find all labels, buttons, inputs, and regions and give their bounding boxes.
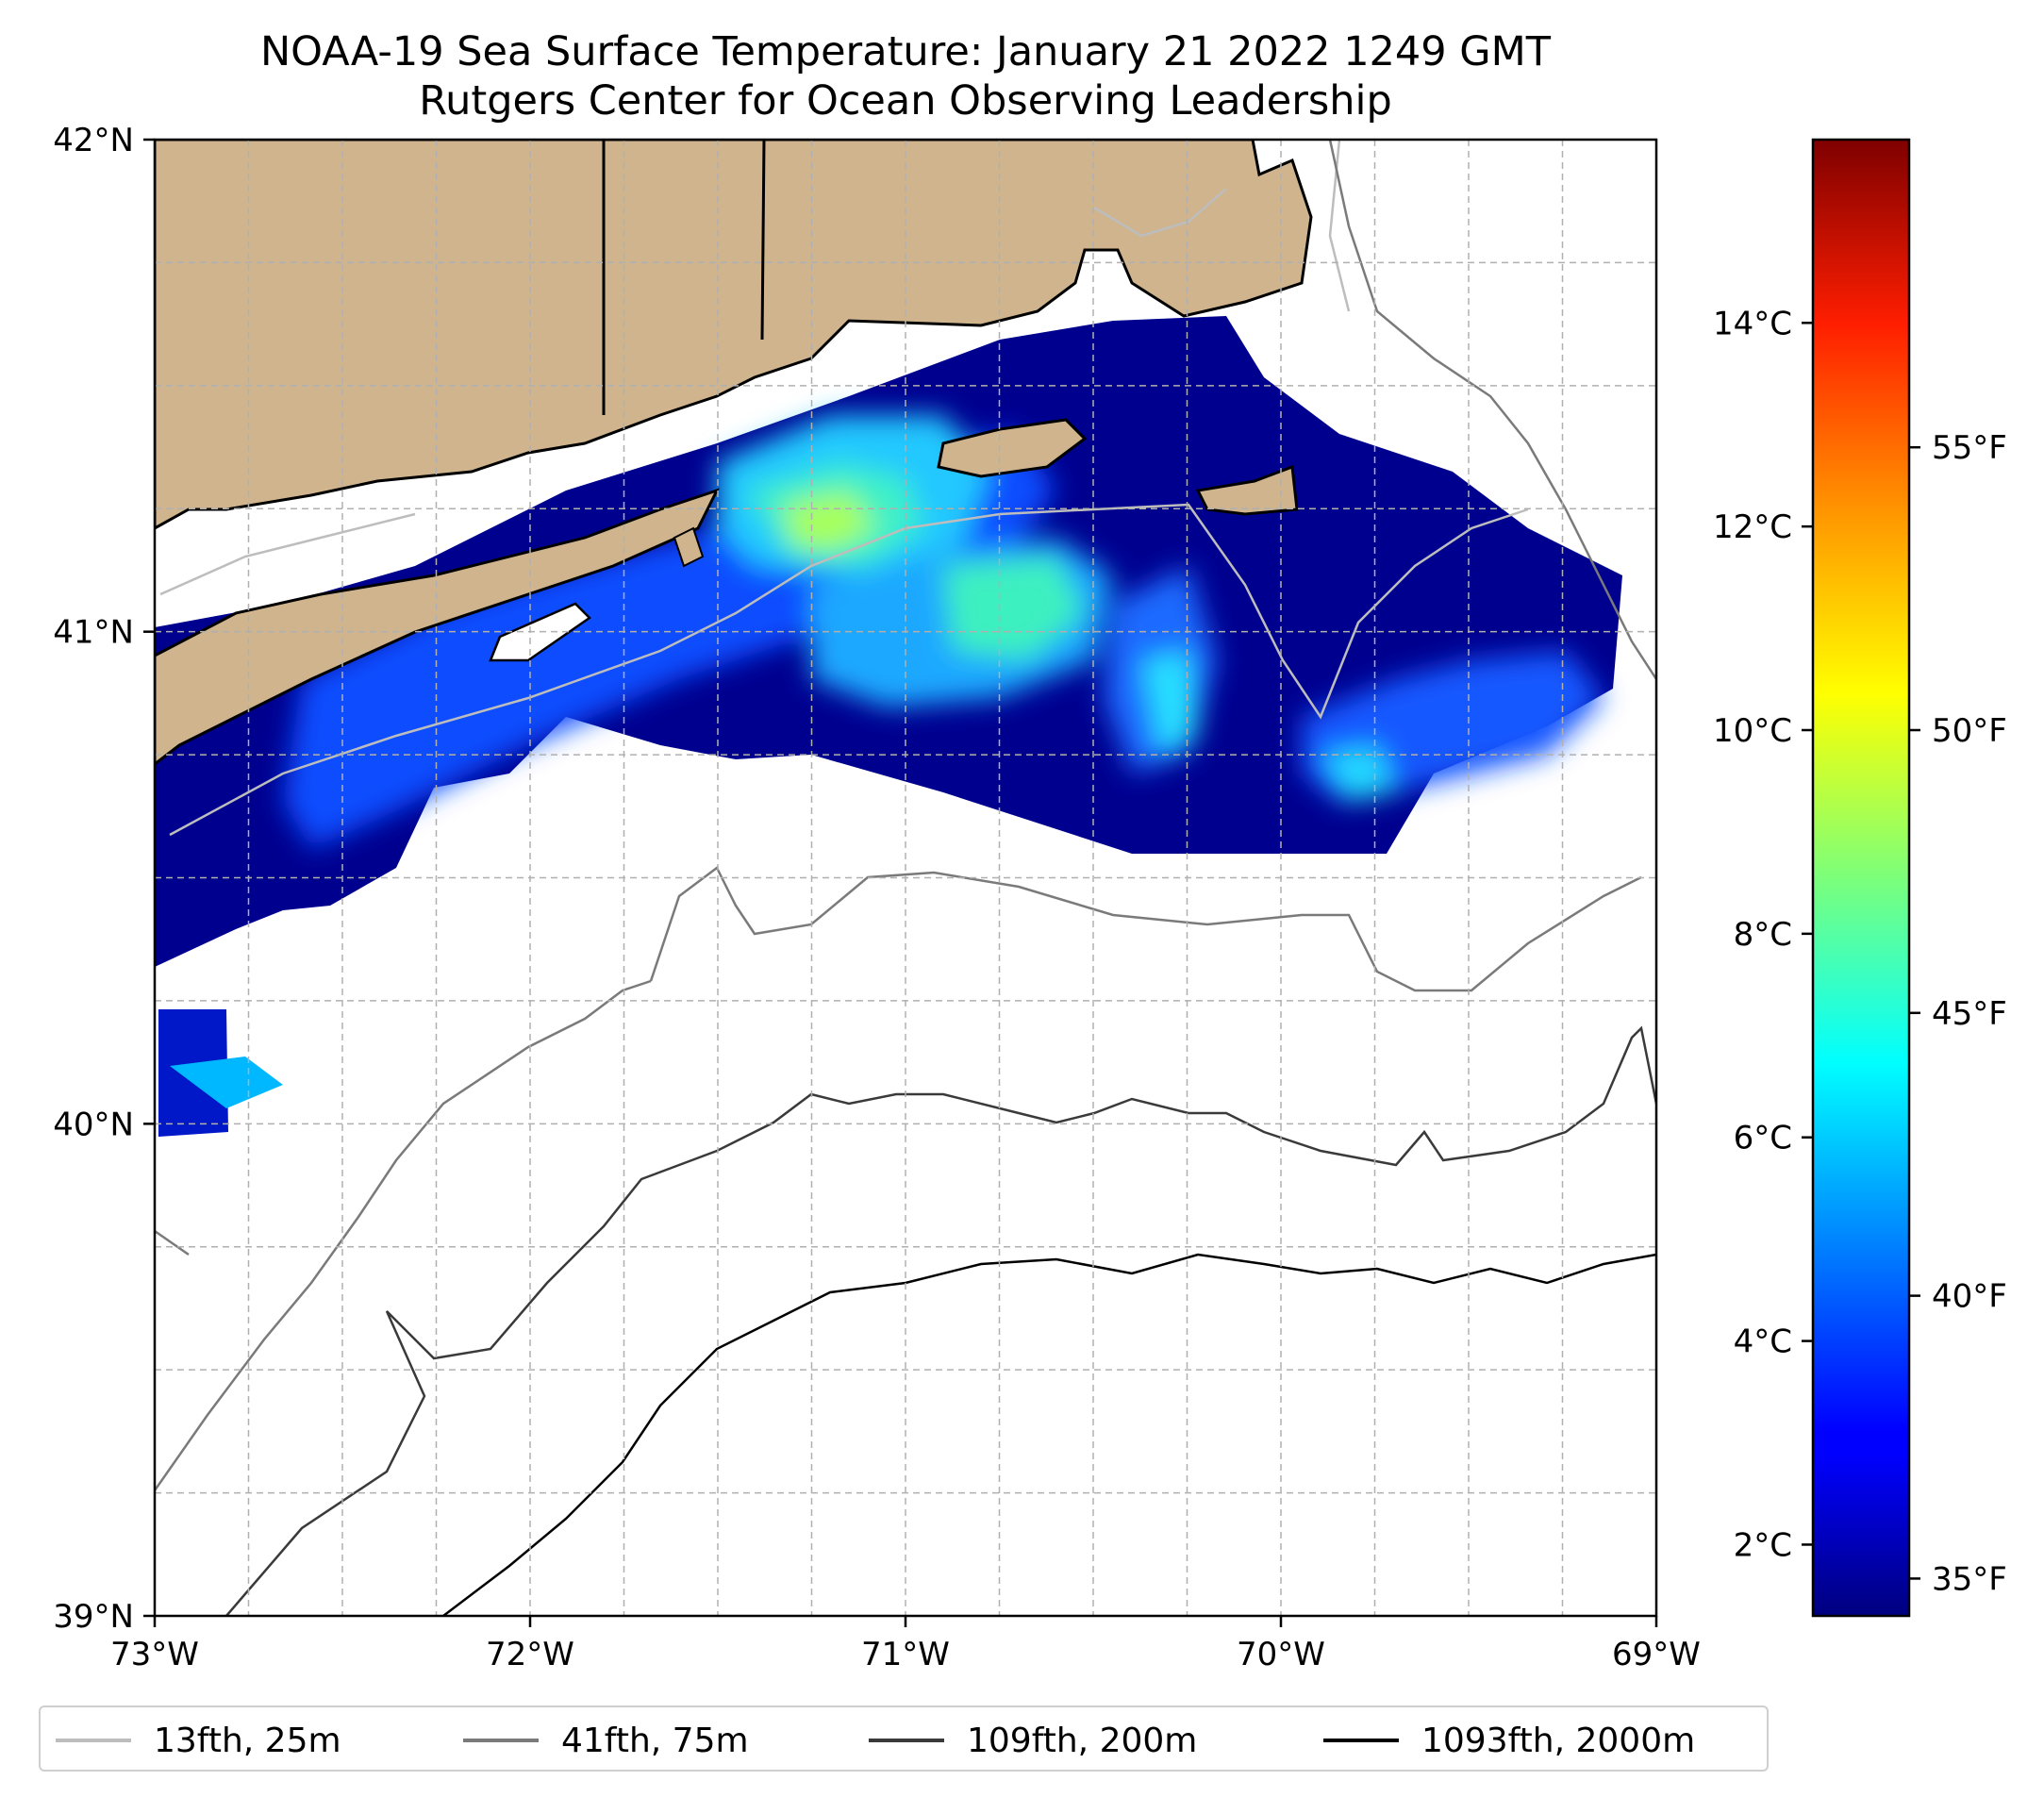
celsius-tick-label: 8°C <box>1734 916 1792 954</box>
legend-label: 13fth, 25m <box>154 1721 341 1760</box>
fahrenheit-tick-label: 55°F <box>1932 429 2007 467</box>
map-axes: 73°W 72°W 71°W 70°W 69°W 42°N 41°N 40°N 39°N <box>53 122 1701 1673</box>
celsius-tick-label: 6°C <box>1734 1120 1792 1157</box>
legend-label: 109fth, 200m <box>967 1721 1198 1760</box>
lon-tick-label: 70°W <box>1237 1636 1325 1673</box>
lat-tick-label: 39°N <box>53 1598 134 1636</box>
bathymetry-contours <box>155 140 1656 1616</box>
legend-item-2000m: 1093fth, 2000m <box>1323 1707 1695 1773</box>
celsius-tick-label: 12°C <box>1713 508 1792 546</box>
chart-title: NOAA-19 Sea Surface Temperature: January… <box>260 28 1551 75</box>
legend-label: 1093fth, 2000m <box>1421 1721 1696 1760</box>
contour-2000m <box>442 1253 1656 1616</box>
contour-200m <box>225 1025 1656 1616</box>
gridlines <box>155 140 1656 1616</box>
celsius-tick-label: 10°C <box>1713 712 1792 750</box>
colorbar <box>1811 138 1911 1618</box>
sst-data-layer <box>155 316 1622 1137</box>
legend-item-75m: 41fth, 75m <box>463 1707 749 1773</box>
lon-tick-label: 71°W <box>861 1636 950 1673</box>
legend-item-200m: 109fth, 200m <box>869 1707 1197 1773</box>
celsius-tick-label: 14°C <box>1713 305 1792 342</box>
lat-tick-label: 42°N <box>53 122 134 159</box>
lon-tick-label: 73°W <box>110 1636 199 1673</box>
legend-swatch <box>56 1739 131 1742</box>
celsius-tick-label: 4°C <box>1734 1323 1792 1361</box>
legend-swatch <box>463 1739 539 1742</box>
lat-tick-label: 41°N <box>53 614 134 652</box>
contour-75m <box>155 140 1656 1491</box>
legend-label: 41fth, 75m <box>561 1721 749 1760</box>
contour-25m <box>159 140 1529 837</box>
fahrenheit-tick-label: 50°F <box>1932 712 2007 750</box>
legend: 13fth, 25m 41fth, 75m 109fth, 200m 1093f… <box>39 1705 1769 1772</box>
celsius-tick-label: 2°C <box>1734 1526 1792 1564</box>
legend-item-25m: 13fth, 25m <box>56 1707 341 1773</box>
fahrenheit-tick-label: 35°F <box>1932 1560 2007 1598</box>
lon-tick-label: 72°W <box>486 1636 574 1673</box>
land-layer <box>155 140 1313 766</box>
legend-swatch <box>1323 1739 1399 1742</box>
fahrenheit-tick-label: 40°F <box>1932 1278 2007 1316</box>
fahrenheit-tick-label: 45°F <box>1932 995 2007 1033</box>
lat-tick-label: 40°N <box>53 1106 134 1143</box>
chart-subtitle: Rutgers Center for Ocean Observing Leade… <box>419 77 1392 125</box>
map-area <box>155 140 1656 1616</box>
colorbar-ticks: 14°C 12°C 10°C 8°C 6°C 4°C 2°C 55°F 50°F 45°F 40°F… <box>1713 305 2007 1598</box>
lon-tick-label: 69°W <box>1612 1636 1701 1673</box>
legend-swatch <box>869 1739 944 1742</box>
